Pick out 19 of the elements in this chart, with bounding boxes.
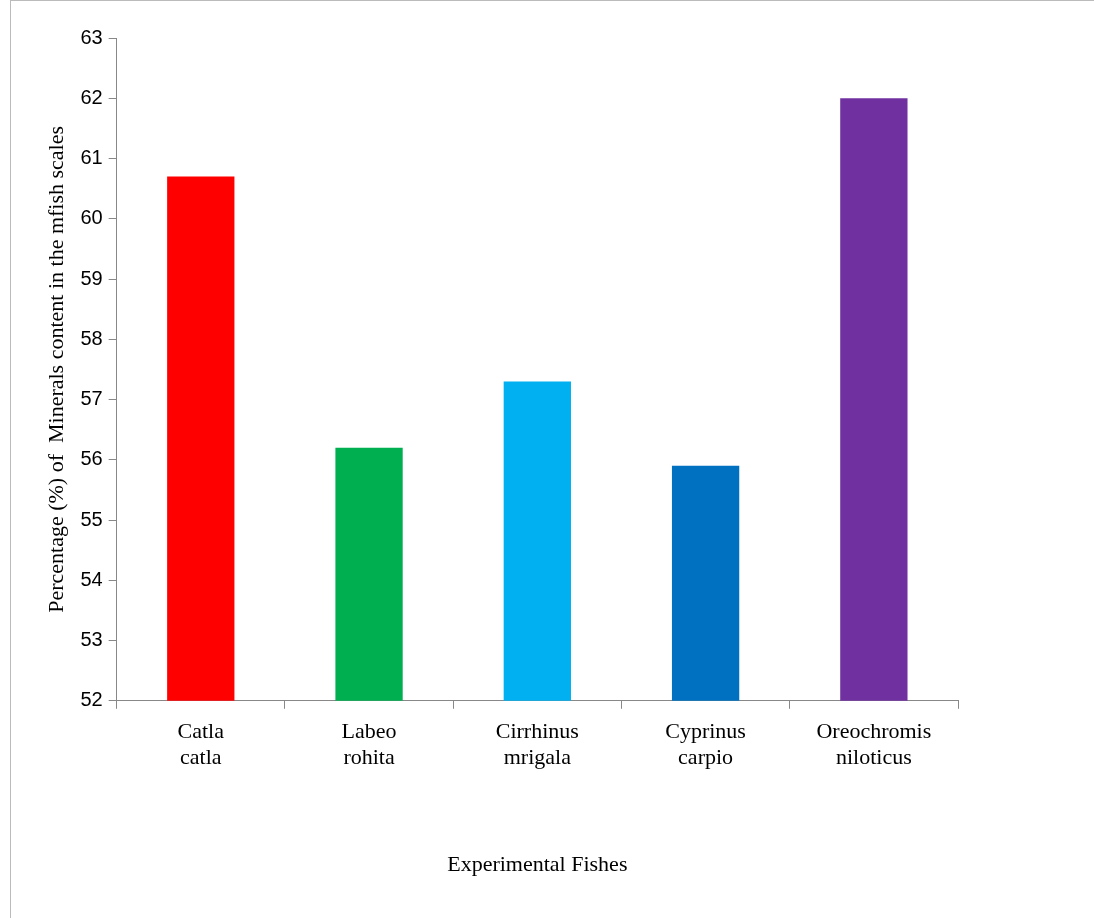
y-tick-label: 61 xyxy=(80,146,103,169)
x-tick-label: Cyprinus carpio xyxy=(665,717,746,770)
y-tick-label: 55 xyxy=(80,507,103,530)
y-tick-label: 59 xyxy=(80,266,103,289)
y-tick-label: 57 xyxy=(80,387,103,410)
y-axis-title: Percentage (%) of Minerals content in the mfish scales xyxy=(42,125,68,613)
y-tick-label: 60 xyxy=(80,206,103,229)
y-tick-label: 63 xyxy=(80,25,103,48)
y-tick-label: 53 xyxy=(80,628,103,651)
x-tick-label: Cirrhinus mrigala xyxy=(495,717,579,770)
x-tick-label: Labeo rohita xyxy=(341,717,397,770)
y-tick-label: 54 xyxy=(80,567,103,590)
x-axis-title: Experimental Fishes xyxy=(447,850,628,876)
y-tick-label: 58 xyxy=(80,326,103,349)
x-tick-label: Catla catla xyxy=(177,717,225,770)
y-tick-label: 52 xyxy=(80,688,103,711)
y-tick-label: 56 xyxy=(80,447,103,470)
y-tick-label: 62 xyxy=(80,85,103,108)
x-tick-label: Oreochromis niloticus xyxy=(816,717,932,770)
